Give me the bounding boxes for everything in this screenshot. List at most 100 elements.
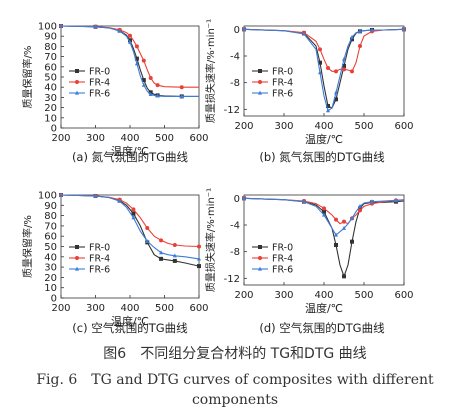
- data-point-marker: [342, 225, 346, 230]
- data-point-marker: [141, 58, 146, 63]
- data-point-marker: [128, 39, 132, 44]
- y-tick-label: -8: [230, 247, 240, 258]
- data-point-marker: [350, 69, 354, 74]
- x-tick-label: 400: [120, 133, 139, 144]
- figure-caption-english-line1: Fig. 6 TG and DTG curves of composites w…: [36, 372, 434, 388]
- data-point-marker: [350, 215, 354, 220]
- chart-panel-b: 200 300 400 500 600 0 -4 -8 -12 温度/℃ 质量损失速率/%·min⁻…: [204, 19, 414, 164]
- data-point-marker: [148, 76, 153, 81]
- y-tick-label: 90: [44, 201, 57, 212]
- x-tick-label: 200: [234, 290, 253, 301]
- data-point-marker: [93, 193, 98, 198]
- data-point-marker: [358, 203, 362, 208]
- series-line-fr-6: [243, 28, 405, 112]
- data-point-marker: [159, 250, 164, 255]
- x-tick-label: 200: [51, 303, 70, 314]
- data-point-marker: [131, 207, 136, 212]
- data-point-marker: [302, 199, 306, 204]
- data-point-marker: [93, 24, 98, 29]
- y-tick-label: 50: [44, 73, 57, 84]
- data-point-marker: [326, 108, 330, 113]
- data-point-marker: [75, 69, 79, 73]
- series-line-fr-6: [243, 197, 404, 236]
- data-point-marker: [159, 256, 164, 261]
- y-tick-label: 20: [44, 273, 57, 284]
- data-point-marker: [402, 26, 406, 31]
- y-tick-label: 100: [38, 191, 57, 202]
- figure-canvas: 200 300 400 500 6000102030405060708090100温度/…: [21, 19, 414, 335]
- data-point-marker: [318, 60, 322, 65]
- data-point-marker: [242, 195, 246, 200]
- data-point-marker: [302, 31, 306, 36]
- data-point-marker: [145, 225, 150, 230]
- data-point-marker: [258, 80, 262, 84]
- y-tick-label: -4: [230, 52, 240, 63]
- data-point-marker: [117, 28, 122, 33]
- y-tick-label: 20: [44, 103, 57, 114]
- x-tick-label: 200: [51, 133, 70, 144]
- legend-label: FR-6: [89, 265, 110, 276]
- data-point-marker: [141, 78, 146, 83]
- y-tick-label: 40: [44, 83, 57, 94]
- y-tick-label: 50: [44, 242, 57, 253]
- x-axis-label: 温度/℃: [111, 314, 149, 328]
- data-point-marker: [258, 90, 262, 95]
- y-tick-label: 40: [44, 252, 57, 263]
- series-line-fr-4: [60, 194, 200, 248]
- y-tick-label: -12: [224, 105, 240, 116]
- x-tick-label: 200: [234, 121, 253, 132]
- data-point-marker: [258, 256, 262, 260]
- x-axis-label: 温度/℃: [111, 144, 149, 158]
- data-point-marker: [342, 219, 346, 224]
- data-point-marker: [197, 256, 201, 261]
- data-point-marker: [326, 104, 330, 108]
- data-point-marker: [342, 64, 346, 68]
- x-tick-label: 600: [189, 303, 208, 314]
- data-point-marker: [75, 80, 79, 84]
- data-point-marker: [334, 217, 338, 222]
- y-tick-label: 0: [234, 25, 240, 36]
- y-tick-label: 70: [44, 52, 57, 63]
- x-tick-label: 500: [354, 290, 373, 301]
- data-point-marker: [172, 242, 177, 247]
- data-point-marker: [258, 266, 262, 271]
- data-point-marker: [117, 198, 122, 203]
- data-point-marker: [141, 82, 146, 87]
- data-point-marker: [258, 245, 262, 249]
- legend-label: FR-4: [89, 78, 110, 89]
- data-point-marker: [322, 209, 326, 214]
- series-line-fr-6: [60, 194, 200, 260]
- data-point-marker: [394, 197, 398, 202]
- data-point-marker: [322, 212, 326, 217]
- data-point-marker: [172, 253, 177, 258]
- legend-label: FR-0: [89, 243, 110, 254]
- y-tick-label: 10: [44, 113, 57, 124]
- data-point-marker: [75, 245, 79, 249]
- panel-caption: (d) 空气氛围的DTG曲线: [259, 321, 385, 335]
- data-point-marker: [326, 66, 330, 70]
- x-tick-label: 300: [274, 121, 293, 132]
- y-axis-label: 质量损失速率/%·min⁻¹: [204, 188, 217, 292]
- legend-label: FR-4: [89, 254, 110, 265]
- x-tick-label: 400: [314, 290, 333, 301]
- series-line-fr-4: [243, 28, 405, 72]
- data-point-marker: [131, 215, 136, 220]
- legend-label: FR-6: [272, 265, 293, 276]
- y-tick-label: -8: [230, 78, 240, 89]
- data-point-marker: [342, 67, 346, 72]
- y-tick-label: -12: [224, 274, 240, 285]
- x-tick-label: 300: [86, 133, 105, 144]
- x-tick-label: 500: [354, 121, 373, 132]
- panel-caption: (b) 氮气氛围的DTG曲线: [259, 150, 385, 164]
- y-tick-label: 80: [44, 211, 57, 222]
- y-tick-label: -4: [230, 221, 240, 232]
- data-point-marker: [350, 239, 354, 244]
- legend-label: FR-6: [89, 89, 110, 100]
- y-tick-label: 0: [234, 194, 240, 205]
- legend-label: FR-6: [272, 89, 293, 100]
- data-point-marker: [342, 274, 346, 279]
- y-tick-label: 0: [51, 294, 57, 305]
- y-tick-label: 10: [44, 283, 57, 294]
- data-point-marker: [145, 238, 150, 243]
- data-point-marker: [370, 199, 374, 204]
